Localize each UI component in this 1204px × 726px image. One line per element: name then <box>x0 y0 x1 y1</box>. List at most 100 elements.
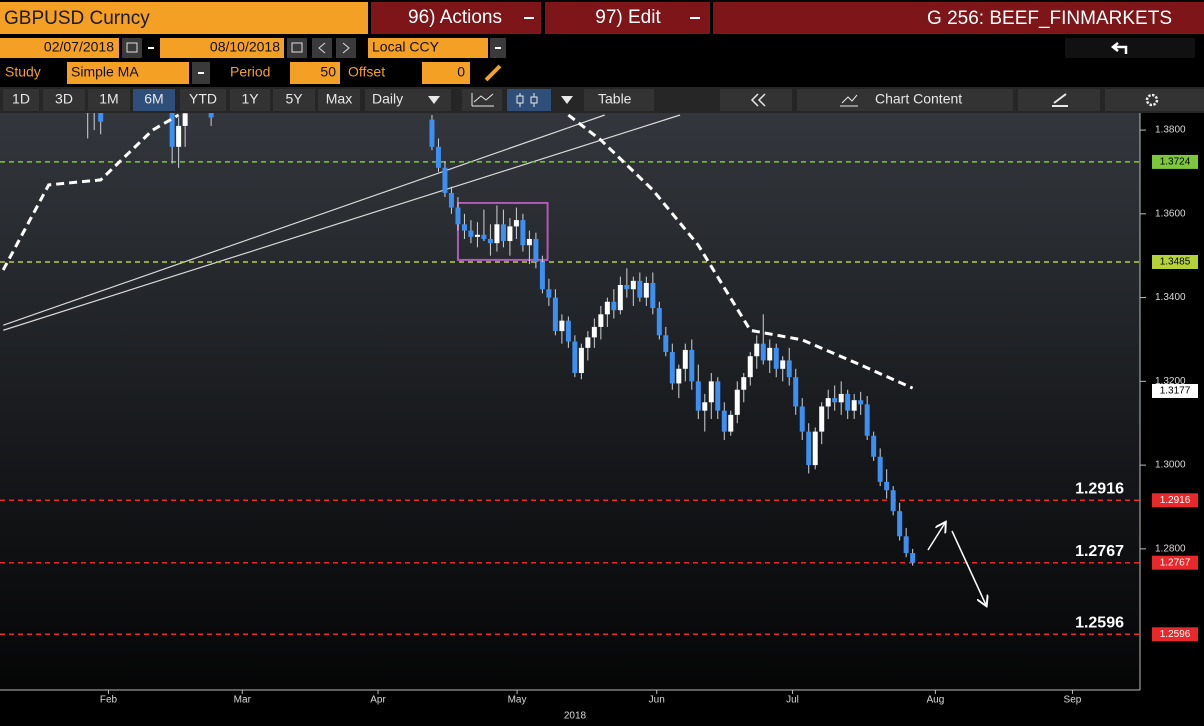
candle-body <box>176 125 182 147</box>
start-date-box[interactable] <box>0 38 119 58</box>
actions-button[interactable] <box>371 2 541 34</box>
range-button[interactable] <box>43 89 85 111</box>
settings-button[interactable] <box>1105 89 1204 111</box>
currency: Local CCY <box>372 39 440 55</box>
candle-body <box>851 400 857 411</box>
range-button[interactable] <box>230 89 270 111</box>
candle-body <box>624 285 630 290</box>
prev-button[interactable] <box>312 38 332 58</box>
x-tick-label: Feb <box>100 695 118 706</box>
candle-body <box>832 398 838 403</box>
candle-body <box>689 349 695 382</box>
collapse-button[interactable] <box>720 89 792 111</box>
page-box <box>713 2 1204 34</box>
calendar-button[interactable] <box>122 38 142 58</box>
level-tag-label: 1.3485 <box>1160 257 1191 268</box>
next-button[interactable] <box>336 38 356 58</box>
candle-chart-button[interactable] <box>507 89 551 111</box>
chart-content-label: Chart Content <box>875 91 962 107</box>
candle-body <box>455 207 461 225</box>
y-tick-label: 1.2800 <box>1155 544 1186 555</box>
range-button[interactable] <box>180 89 226 111</box>
level-tag <box>1152 493 1198 508</box>
candle-body <box>630 280 636 290</box>
offset: 0 <box>457 64 465 80</box>
offset-box[interactable] <box>422 62 470 84</box>
candle-body <box>663 335 669 353</box>
candle-body <box>539 261 545 290</box>
line-chart-button[interactable] <box>462 89 502 111</box>
candle-body <box>695 381 701 411</box>
line-chart-icon <box>471 93 494 107</box>
back-button[interactable] <box>1065 38 1195 58</box>
edit-button[interactable] <box>545 2 710 34</box>
chart-content-icon <box>840 94 858 107</box>
candle-body <box>702 402 708 411</box>
actions-label: 96) Actions <box>408 7 502 28</box>
candle-body <box>520 220 526 246</box>
range-button[interactable] <box>273 89 315 111</box>
candle-body <box>604 301 610 315</box>
page-label: G 256: BEEF_FINMARKETS <box>927 8 1172 29</box>
next-icon <box>342 42 350 54</box>
ma-tag-label: 1.3177 <box>1160 386 1191 397</box>
ma-tag <box>1152 383 1198 398</box>
candle-body <box>877 456 883 482</box>
range-button[interactable] <box>133 89 175 111</box>
chart-bg <box>0 113 1204 726</box>
x-tick-label: Mar <box>234 695 252 706</box>
ticker: GBPUSD Curncy <box>4 8 150 29</box>
range-button[interactable] <box>88 89 130 111</box>
x-tick-label: Sep <box>1064 695 1082 706</box>
edit-pencil[interactable] <box>484 64 502 82</box>
candle-body <box>897 511 903 537</box>
candle-body <box>871 435 877 457</box>
y-tick-label: 1.3800 <box>1155 125 1186 136</box>
moving-average <box>1 113 914 390</box>
candle-body <box>858 400 864 405</box>
frequency-button[interactable] <box>365 89 451 111</box>
calendar-button[interactable] <box>287 38 307 58</box>
level-tag-label: 1.3724 <box>1160 157 1191 168</box>
plot-area <box>0 113 1140 636</box>
range-button[interactable] <box>3 89 39 111</box>
candle-body <box>708 381 714 403</box>
study-box[interactable] <box>67 62 189 84</box>
candle-body <box>838 393 844 403</box>
candle-body <box>760 343 766 361</box>
end-date-box[interactable] <box>160 38 284 58</box>
candle-body <box>533 238 539 262</box>
candle-body <box>812 431 818 466</box>
offset-label: Offset <box>348 64 385 80</box>
candle-body <box>715 381 721 411</box>
candle-icon <box>530 96 538 104</box>
x-tick-label: Jul <box>786 695 799 706</box>
candle-body <box>656 308 662 336</box>
ticker-box[interactable] <box>0 2 368 34</box>
candle-body <box>767 347 773 361</box>
dropdown-icon <box>428 96 440 104</box>
y-tick-label: 1.3200 <box>1155 376 1186 387</box>
candle-body <box>98 113 104 122</box>
dropdown-mark <box>524 17 534 19</box>
candle-body <box>565 320 571 342</box>
currency-box[interactable] <box>368 38 488 58</box>
candle-body <box>806 431 812 466</box>
prev-icon <box>318 42 326 54</box>
settings-icon <box>1145 93 1159 107</box>
candle-body <box>884 481 890 491</box>
period-box[interactable] <box>290 62 340 84</box>
start-date: 02/07/2018 <box>44 39 114 55</box>
study: Simple MA <box>71 64 139 80</box>
calendar-icon <box>291 42 303 53</box>
range-label: 6M <box>144 91 163 107</box>
period: 50 <box>320 64 336 80</box>
table-button[interactable] <box>584 89 654 111</box>
candle-body <box>793 377 799 407</box>
candle-body <box>169 113 175 147</box>
x-axis-label: 2018 <box>564 711 587 722</box>
candle-body <box>786 360 792 378</box>
range-button[interactable] <box>318 89 360 111</box>
table-label: Table <box>598 91 632 107</box>
